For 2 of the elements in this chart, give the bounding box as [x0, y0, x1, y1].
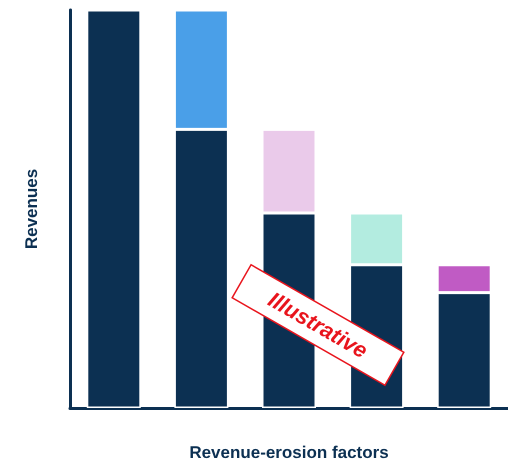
x-axis-title: Revenue-erosion factors	[189, 443, 389, 462]
y-axis-title: Revenues	[22, 168, 41, 250]
